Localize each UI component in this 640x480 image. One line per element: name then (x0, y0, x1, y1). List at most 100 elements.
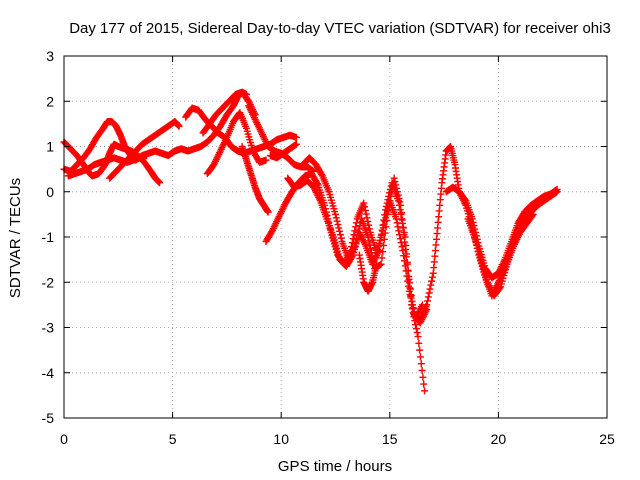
data-point (361, 206, 369, 214)
y-tick-label: 0 (46, 184, 54, 200)
data-point (398, 243, 406, 251)
data-point (395, 227, 403, 235)
x-tick-label: 10 (273, 431, 289, 447)
data-point (175, 122, 183, 130)
data-point (424, 293, 432, 301)
data-point (407, 291, 415, 299)
data-point (395, 195, 403, 203)
data-point (353, 232, 361, 240)
data-point (369, 257, 377, 265)
data-point (391, 178, 399, 186)
data-point (394, 191, 402, 199)
x-tick-label: 5 (169, 431, 177, 447)
series-track-16 (464, 210, 537, 300)
data-point (363, 214, 371, 222)
x-axis: 0 5 10 15 20 25 (60, 56, 615, 447)
data-point (386, 197, 394, 205)
data-point (353, 235, 361, 243)
data-point (332, 210, 339, 218)
series-track-7 (203, 109, 270, 178)
data-point (402, 245, 410, 253)
data-point (380, 241, 388, 249)
data-point (351, 242, 359, 250)
series-track-17 (266, 140, 300, 162)
data-point (403, 260, 411, 268)
data-point (387, 192, 395, 200)
data-point (366, 241, 374, 249)
data-point (352, 239, 360, 247)
y-tick-label: -5 (42, 410, 55, 426)
data-point (292, 133, 300, 141)
data-point (496, 284, 504, 292)
data-point (416, 346, 424, 354)
y-tick-label: -1 (42, 229, 55, 245)
chart-title: Day 177 of 2015, Sidereal Day-to-day VTE… (69, 20, 611, 37)
data-point (461, 196, 469, 204)
x-axis-label: GPS time / hours (278, 458, 392, 475)
data-point (268, 228, 276, 236)
data-point (398, 216, 406, 224)
data-point (419, 373, 427, 381)
data-point (379, 248, 387, 256)
data-point (262, 156, 270, 164)
data-point (384, 210, 392, 218)
data-point (378, 254, 386, 262)
data-point (352, 223, 360, 231)
data-point (415, 339, 423, 347)
data-point (553, 185, 561, 193)
data-point (384, 206, 392, 214)
data-point (392, 181, 400, 189)
data-point (360, 199, 368, 207)
data-point (337, 234, 345, 242)
data-point (412, 321, 420, 329)
data-point (362, 210, 370, 218)
data-point (365, 237, 373, 245)
data-point (361, 203, 369, 211)
data-point (418, 366, 426, 374)
data-point (380, 235, 388, 243)
series-track-15 (442, 183, 561, 282)
data-point (334, 221, 342, 229)
data-point (417, 360, 425, 368)
data-point (377, 231, 385, 239)
data-point (381, 229, 389, 237)
x-tick-label: 25 (599, 431, 615, 447)
y-tick-label: 3 (46, 48, 54, 64)
data-point (382, 223, 390, 231)
data-point (332, 214, 340, 222)
series-track-13 (355, 251, 381, 295)
data-point (396, 198, 404, 206)
data-point (364, 233, 372, 241)
data-point (373, 260, 381, 268)
data-point (404, 266, 412, 274)
data-point (529, 210, 537, 218)
data-point (396, 235, 404, 243)
data-point (264, 208, 272, 216)
y-axis: 3 2 1 0 -1 -2 -3 -4 -5 (42, 48, 607, 426)
data-point (412, 325, 420, 333)
data-point (383, 217, 391, 225)
data-point (251, 111, 259, 119)
data-point (426, 285, 434, 293)
data-point (354, 228, 362, 236)
data-point (336, 231, 344, 239)
data-point (420, 380, 428, 388)
y-tick-label: 1 (46, 139, 54, 155)
data-point (375, 247, 383, 255)
data-point (428, 273, 436, 281)
data-points (60, 88, 561, 395)
x-tick-label: 20 (491, 431, 507, 447)
data-point (156, 179, 164, 187)
series-track-9 (238, 143, 272, 216)
data-point (335, 224, 343, 232)
data-point (367, 249, 375, 257)
data-point (413, 329, 421, 337)
data-point (377, 236, 385, 244)
data-point (409, 304, 417, 312)
data-point (400, 231, 408, 239)
data-point (313, 180, 321, 188)
data-point (292, 140, 300, 148)
data-point (355, 225, 363, 233)
